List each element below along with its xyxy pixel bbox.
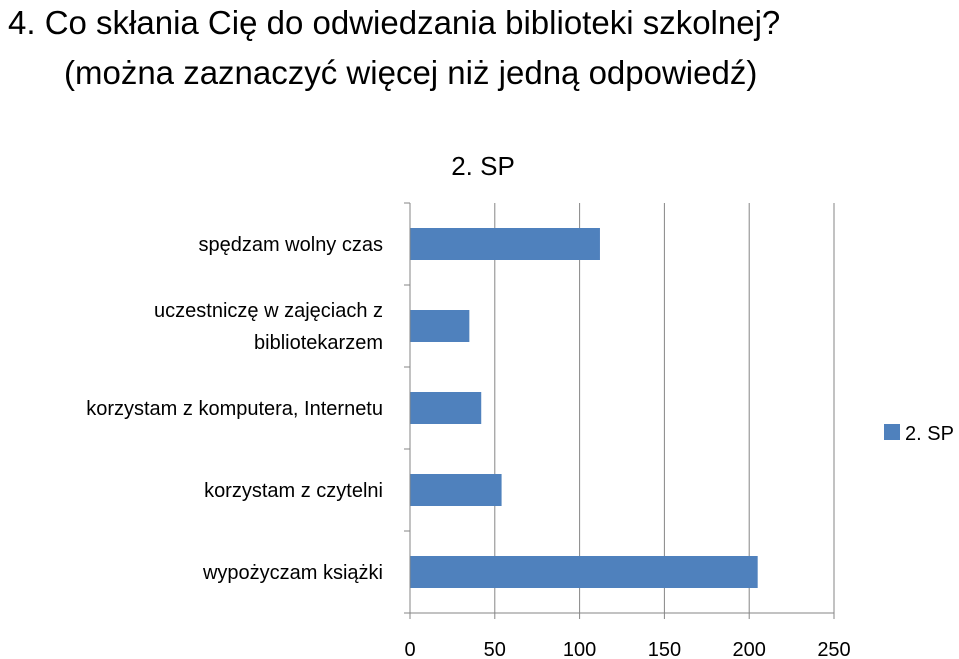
- chart-title: 2. SP: [451, 151, 515, 181]
- x-tick-label: 150: [648, 639, 681, 659]
- x-tick-label: 50: [484, 639, 506, 659]
- bar: [410, 392, 482, 424]
- category-label: korzystam z komputera, Internetu: [86, 398, 383, 420]
- gridlines: [494, 203, 835, 613]
- category-label: spędzam wolny czas: [198, 234, 383, 256]
- question-title: 4. Co skłania Cię do odwiedzania bibliot…: [8, 4, 781, 41]
- category-labels: spędzam wolny czas uczestniczę w zajęciac…: [86, 234, 383, 584]
- bar: [410, 228, 600, 260]
- x-tick-label: 100: [563, 639, 596, 659]
- x-tick-label: 250: [817, 639, 850, 659]
- category-label: bibliotekarzem: [254, 332, 383, 354]
- x-tick-label: 0: [404, 639, 415, 659]
- question-subtitle: (można zaznaczyć więcej niż jedną odpowi…: [64, 54, 758, 91]
- legend: 2. SP: [884, 423, 954, 445]
- bars: [410, 228, 758, 588]
- x-tick-labels: 0 50 100 150 200 250: [404, 639, 850, 659]
- category-label: wypożyczam książki: [202, 562, 383, 584]
- bar: [410, 556, 758, 588]
- category-label: korzystam z czytelni: [204, 480, 383, 502]
- legend-label: 2. SP: [905, 423, 954, 445]
- axes: [404, 202, 835, 619]
- category-label: uczestniczę w zajęciach z: [154, 300, 383, 322]
- x-tick-label: 200: [733, 639, 766, 659]
- legend-swatch: [884, 424, 900, 440]
- bar: [410, 474, 502, 506]
- bar: [410, 310, 470, 342]
